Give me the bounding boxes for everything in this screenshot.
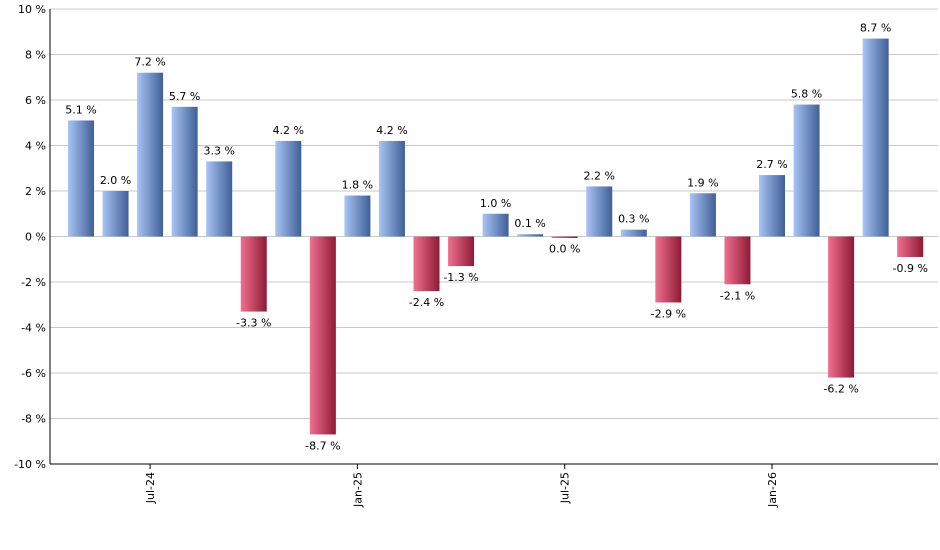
data-label: 1.9 % [687, 176, 718, 189]
bar [102, 191, 129, 237]
y-tick-label: -8 % [21, 413, 46, 426]
data-label: -8.7 % [305, 439, 340, 452]
bar [378, 140, 405, 237]
bar [413, 236, 440, 292]
bar [482, 213, 509, 237]
x-tick-labels: Jul-24 Jan-25 Jul-25 Jan-26 [144, 472, 779, 508]
data-label: 0.0 % [549, 243, 580, 256]
bars [68, 38, 924, 435]
bar [206, 161, 233, 237]
data-label: 7.2 % [134, 56, 165, 69]
data-label: 3.3 % [203, 144, 234, 157]
data-label: 2.2 % [584, 169, 615, 182]
y-tick-label: 6 % [25, 94, 46, 107]
x-tick-label: Jan-26 [766, 472, 779, 508]
y-tick-label: -10 % [14, 458, 46, 471]
data-label: -2.4 % [409, 296, 444, 309]
bar [689, 193, 716, 237]
bar [793, 104, 820, 237]
data-label: 4.2 % [376, 124, 407, 137]
data-label: -2.1 % [720, 289, 755, 302]
axes [49, 9, 938, 469]
bar [137, 72, 164, 237]
x-tick-label: Jul-25 [559, 472, 572, 504]
bar [240, 236, 267, 312]
bar [897, 236, 924, 257]
bar [68, 120, 94, 237]
data-label: 1.0 % [480, 197, 511, 210]
y-tick-label: 2 % [25, 185, 46, 198]
data-label: 8.7 % [860, 22, 891, 35]
y-tick-label: 10 % [18, 3, 46, 16]
data-label: -0.9 % [892, 262, 927, 275]
data-labels: 5.1 % 2.0 % 7.2 % 5.7 % 3.3 % -3.3 % 4.2 % -8.7… [65, 22, 928, 453]
y-tick-label: 0 % [25, 231, 46, 244]
bar [309, 236, 336, 435]
bar [344, 195, 371, 237]
bar [620, 229, 647, 237]
y-tick-label: 4 % [25, 140, 46, 153]
bar [828, 236, 855, 378]
bar [724, 236, 751, 285]
data-label: 1.8 % [342, 179, 373, 192]
bar [586, 186, 613, 237]
bar [517, 234, 544, 237]
data-label: 0.3 % [618, 213, 649, 226]
data-label: 0.1 % [514, 217, 545, 230]
y-tick-label: -6 % [21, 367, 46, 380]
bar [655, 236, 682, 303]
y-tick-label: 8 % [25, 49, 46, 62]
bar [551, 236, 578, 238]
data-label: 5.8 % [791, 88, 822, 101]
data-label: 2.0 % [100, 174, 131, 187]
y-tick-label: -2 % [21, 276, 46, 289]
bar [275, 140, 302, 237]
data-label: -3.3 % [236, 317, 271, 330]
data-label: 4.2 % [273, 124, 304, 137]
x-tick-label: Jul-24 [144, 472, 157, 504]
data-label: 2.7 % [756, 158, 787, 171]
bar [862, 38, 889, 237]
y-tick-labels: 10 % 8 % 6 % 4 % 2 % 0 % -2 % -4 % -6 % -8 % -10 % [14, 3, 46, 471]
bar [759, 175, 785, 237]
bar [448, 236, 475, 267]
data-label: -6.2 % [823, 383, 858, 396]
data-label: -2.9 % [651, 307, 686, 320]
data-label: -1.3 % [443, 271, 478, 284]
y-tick-label: -4 % [21, 322, 46, 335]
data-label: 5.1 % [65, 103, 96, 116]
x-tick-label: Jan-25 [351, 472, 364, 508]
bar [171, 106, 198, 237]
data-label: 5.7 % [169, 90, 200, 103]
